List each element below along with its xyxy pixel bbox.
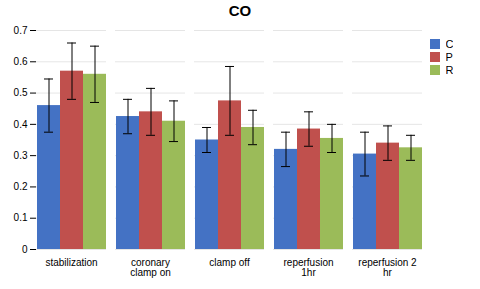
svg-text:coronaryclamp on: coronaryclamp on xyxy=(130,257,171,278)
html-text:R: R xyxy=(445,64,454,76)
svg-text:0: 0 xyxy=(22,244,28,255)
html-text:CO: CO xyxy=(228,2,252,19)
svg-text:0.1: 0.1 xyxy=(14,212,28,223)
svg-text:0.6: 0.6 xyxy=(14,56,28,67)
svg-text:reperfusion1hr: reperfusion1hr xyxy=(283,257,333,278)
svg-text:stabilization: stabilization xyxy=(45,257,97,268)
svg-text:reperfusion 2hr: reperfusion 2hr xyxy=(358,257,417,278)
svg-text:0.5: 0.5 xyxy=(14,87,28,98)
svg-text:clamp off: clamp off xyxy=(209,257,250,268)
svg-text:0.2: 0.2 xyxy=(14,181,28,192)
svg-text:0.7: 0.7 xyxy=(14,25,28,36)
html-text:P: P xyxy=(445,51,453,63)
svg-text:0.3: 0.3 xyxy=(14,150,28,161)
html-text:C: C xyxy=(445,38,454,50)
svg-text:0.4: 0.4 xyxy=(14,119,28,130)
